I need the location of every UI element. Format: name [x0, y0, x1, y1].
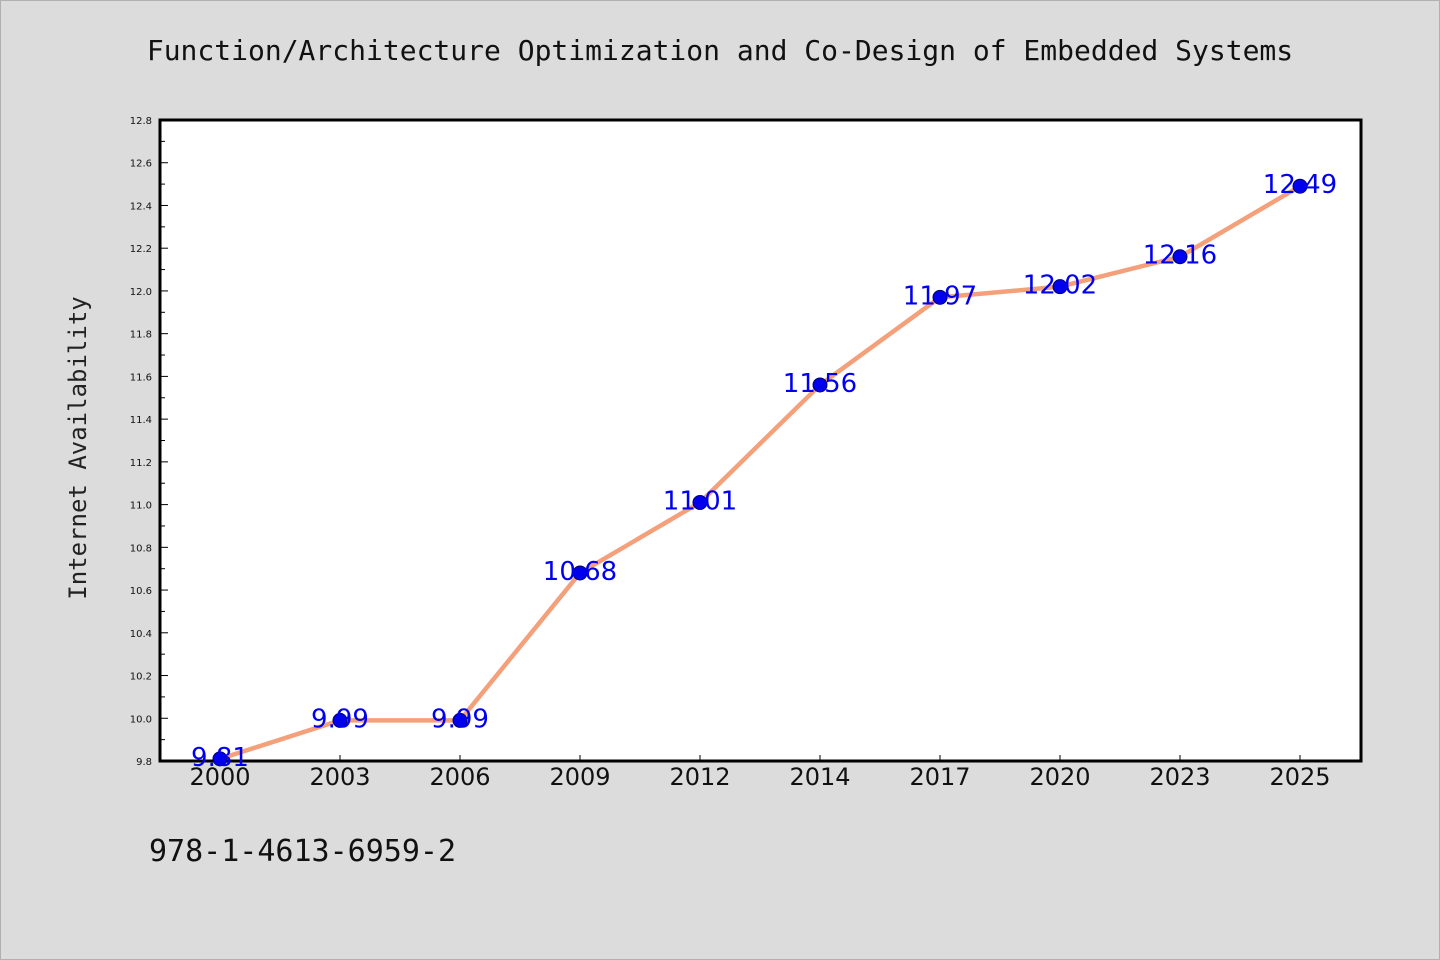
y-tick-label: 12.2	[130, 244, 152, 255]
y-tick-label: 10.4	[130, 629, 152, 640]
y-axis-label: Internet Availability	[64, 296, 92, 599]
data-label: 11.56	[783, 369, 857, 399]
data-point	[1052, 279, 1068, 295]
x-axis: 2000 2003 2006 2009 2012 2014 2017 2020 2023 2025	[189, 755, 1331, 791]
x-tick-label: 2009	[549, 763, 610, 791]
data-label: 9.99	[431, 704, 489, 734]
y-tick-label: 12.8	[130, 116, 152, 127]
data-point	[812, 377, 828, 393]
data-label: 12.16	[1143, 241, 1217, 271]
series-markers	[212, 178, 1308, 767]
y-tick-label: 11.8	[130, 330, 152, 341]
data-point	[452, 712, 468, 728]
y-tick-label: 10.6	[130, 586, 152, 597]
data-point	[332, 712, 348, 728]
data-labels: 9.81 9.99 9.99 10.68 11.01 11.56 11.97 12.02 12.…	[191, 170, 1337, 773]
series-line	[217, 183, 1303, 762]
data-label: 11.97	[903, 281, 977, 311]
x-tick-label: 2020	[1029, 763, 1090, 791]
y-tick-label: 10.0	[130, 714, 152, 725]
data-label: 12.49	[1263, 170, 1337, 200]
y-tick-label: 12.0	[130, 287, 152, 298]
data-label: 12.02	[1023, 271, 1097, 301]
data-point	[692, 494, 708, 510]
data-label: 9.81	[191, 743, 249, 773]
x-tick-label: 2000	[189, 763, 250, 791]
x-tick-label: 2006	[429, 763, 490, 791]
y-tick-label: 9.8	[136, 757, 152, 768]
x-tick-label: 2003	[309, 763, 370, 791]
x-tick-label: 2025	[1269, 763, 1330, 791]
data-label: 11.01	[663, 486, 737, 516]
x-tick-label: 2017	[909, 763, 970, 791]
y-tick-label: 10.8	[130, 543, 152, 554]
data-point	[1172, 249, 1188, 265]
y-tick-label: 10.2	[130, 672, 152, 683]
data-point	[572, 565, 588, 581]
data-point	[932, 289, 948, 305]
y-tick-label: 12.6	[130, 159, 152, 170]
data-label: 9.99	[311, 704, 369, 734]
y-axis: 9.8 10.0 10.2 10.4 10.6 10.8 11.0 11.2 11.4 11.6 1…	[130, 116, 168, 768]
chart-title: Function/Architecture Optimization and C…	[146, 34, 1294, 67]
y-tick-label: 11.4	[130, 415, 152, 426]
y-tick-label: 12.4	[130, 201, 152, 212]
y-tick-label: 11.2	[130, 458, 152, 469]
x-tick-label: 2023	[1149, 763, 1210, 791]
x-tick-label: 2012	[669, 763, 730, 791]
y-tick-label: 11.0	[130, 501, 152, 512]
x-tick-label: 2014	[789, 763, 850, 791]
data-label: 10.68	[543, 557, 617, 587]
data-point	[212, 751, 228, 767]
y-tick-label: 11.6	[130, 372, 152, 383]
data-point	[1292, 178, 1308, 194]
isbn-text: 978-1-4613-6959-2	[149, 834, 457, 869]
